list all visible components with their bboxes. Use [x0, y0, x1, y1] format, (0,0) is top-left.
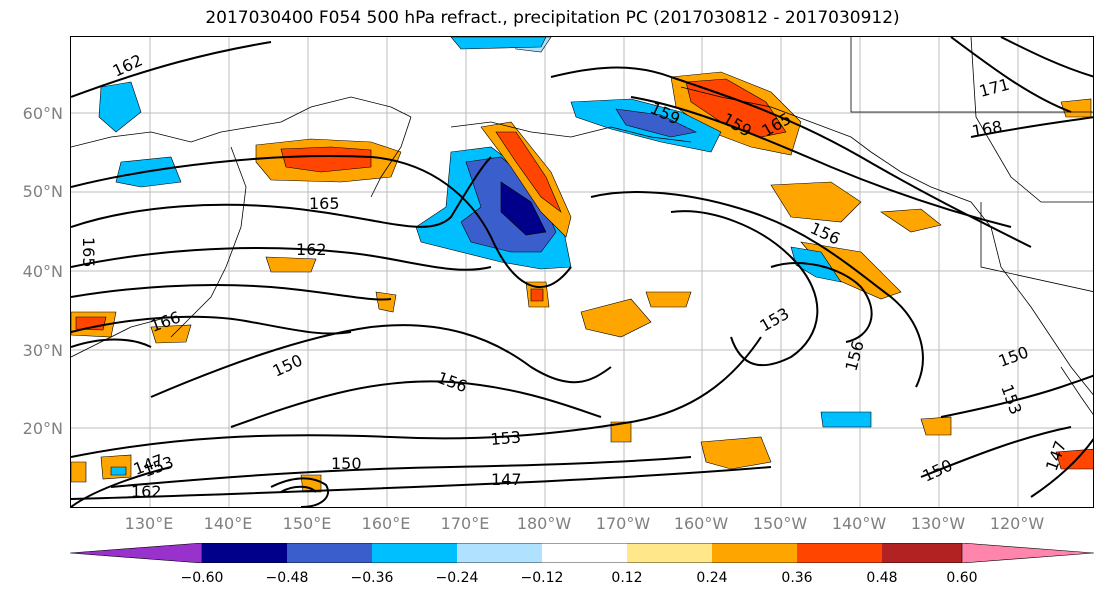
map-title: 2017030400 F054 500 hPa refract., precip… [205, 8, 900, 28]
positive-area-south-2 [610, 421, 632, 443]
colorbar-tick-label: −0.36 [350, 570, 394, 586]
positive-area-south-3 [920, 416, 952, 436]
negative-area-darkest [500, 181, 547, 236]
map-panel: 162 165 162 165 166 150 156 153 150 147 … [70, 36, 1094, 508]
positive-area-mid-2-red [530, 288, 544, 302]
contour-label: 153 [757, 304, 793, 336]
positive-area-red [495, 131, 562, 213]
lon-label-170w: 170°W [595, 514, 651, 533]
positive-area-ne-1 [1060, 98, 1092, 118]
contour-label: 150 [270, 350, 306, 380]
colorbar-seg-5 [542, 543, 627, 563]
colorbar-tick-label: 0.36 [781, 570, 813, 586]
colorbar-tick-label: 0.60 [946, 570, 978, 586]
colorbar-seg-9 [882, 543, 962, 563]
negative-area-sw-2 [110, 466, 127, 476]
colorbar-seg-0 [70, 543, 203, 563]
colorbar-tick-label: 0.12 [611, 570, 643, 586]
positive-area-mid-1 [580, 298, 652, 338]
positive-area-orange-streak [480, 121, 572, 238]
positive-area-left-2 [150, 324, 192, 344]
contour-label: 171 [977, 75, 1011, 101]
colorbar-tick-label: −0.48 [265, 570, 309, 586]
positive-area-east-1 [770, 181, 862, 223]
contour-label-group: 162 165 162 165 166 150 156 153 150 147 … [79, 50, 1070, 501]
positive-area-mid-4 [375, 291, 397, 313]
lat-label-40n: 40°N [22, 262, 63, 281]
negative-area-south-1 [820, 411, 872, 428]
colorbar-seg-10 [961, 543, 1094, 563]
positive-area-south-1 [700, 436, 772, 470]
contour-label: 150 [996, 342, 1031, 370]
contour-label: 147 [491, 470, 522, 489]
lon-label-170e: 170°E [440, 514, 490, 533]
colorbar-seg-7 [712, 543, 797, 563]
colorbar-seg-8 [797, 543, 882, 563]
lon-label-160e: 160°E [361, 514, 411, 533]
contour-label: 150 [331, 454, 362, 473]
coastlines [71, 37, 1093, 415]
colorbar [70, 543, 1094, 563]
positive-area-se-red [1055, 448, 1093, 470]
contour-label: 153 [490, 427, 522, 449]
map-canvas: 162 165 162 165 166 150 156 153 150 147 … [71, 37, 1093, 507]
colorbar-tick-label: −0.60 [180, 570, 224, 586]
colorbar-tick-label: 0.48 [866, 570, 898, 586]
contour-label: 156 [435, 368, 470, 396]
lon-label-140e: 140°E [203, 514, 253, 533]
lon-label-150w: 150°W [752, 514, 808, 533]
lon-label-130w: 130°W [910, 514, 966, 533]
negative-area-aleutians-dark [615, 108, 697, 138]
contour-label: 162 [296, 240, 327, 259]
contour-label: 153 [997, 382, 1025, 417]
colorbar-seg-6 [627, 543, 712, 563]
positive-area-mid-3 [645, 291, 692, 308]
refractivity-contours [71, 37, 1093, 507]
lat-label-50n: 50°N [22, 182, 63, 201]
positive-area-left-3 [265, 256, 317, 273]
contour-label: 162 [110, 50, 146, 80]
positive-area-east-3 [880, 208, 942, 233]
contour-label: 156 [842, 339, 868, 373]
negative-area-west-1 [98, 81, 142, 133]
lon-label-180w: 180°W [516, 514, 572, 533]
contour-label: 165 [309, 194, 340, 213]
positive-area-sw-1 [71, 461, 87, 483]
colorbar-seg-4 [457, 543, 542, 563]
colorbar-tick-label: 0.24 [696, 570, 728, 586]
contour-label: 150 [920, 455, 956, 485]
lon-label-120w: 120°W [989, 514, 1045, 533]
lon-label-140w: 140°W [831, 514, 887, 533]
lat-label-20n: 20°N [22, 419, 63, 438]
lon-label-160w: 160°W [673, 514, 729, 533]
colorbar-seg-1 [202, 543, 287, 563]
colorbar-seg-2 [287, 543, 372, 563]
precip-shading [71, 37, 1093, 493]
contour-label: 165 [79, 237, 98, 268]
lat-label-30n: 30°N [22, 341, 63, 360]
colorbar-tick-label: −0.24 [435, 570, 479, 586]
lon-label-130e: 130°E [124, 514, 174, 533]
positive-area-okhotsk-red [280, 146, 372, 173]
colorbar-tick-label: −0.12 [520, 570, 564, 586]
contour-label: 168 [970, 117, 1003, 141]
negative-area-north-bar [450, 37, 547, 50]
contour-label: 162 [131, 482, 162, 501]
lat-label-60n: 60°N [22, 104, 63, 123]
lon-label-150e: 150°E [282, 514, 332, 533]
colorbar-seg-3 [372, 543, 457, 563]
positive-area-gulf-alaska-red [685, 78, 787, 138]
